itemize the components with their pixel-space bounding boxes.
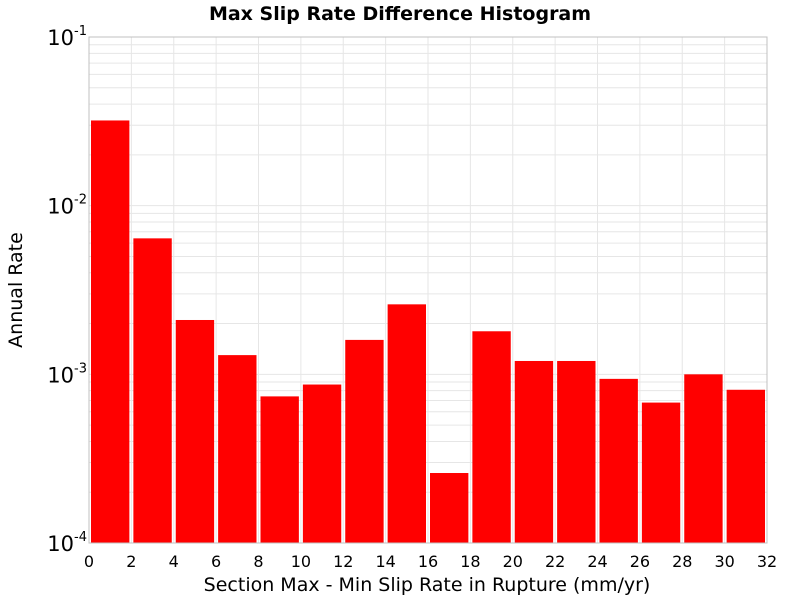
plot-area-frame [88, 36, 768, 544]
y-tick-base: 10 [47, 26, 74, 50]
y-axis-label: Annual Rate [5, 232, 27, 348]
x-tick-label: 24 [587, 552, 607, 571]
x-axis-label: Section Max - Min Slip Rate in Rupture (… [204, 574, 651, 596]
y-tick-base: 10 [47, 363, 74, 387]
histogram-bar-12 [599, 378, 638, 543]
x-tick-label: 28 [672, 552, 692, 571]
x-tick-label: 8 [253, 552, 263, 571]
histogram-bar-5 [302, 384, 342, 543]
y-axis-ticks: 10-110-210-310-4 [47, 24, 87, 556]
y-tick-base: 10 [47, 195, 74, 219]
x-tick-label: 32 [757, 552, 777, 571]
histogram-bar-7 [387, 304, 426, 543]
histogram-bar-6 [345, 339, 384, 543]
x-tick-label: 20 [503, 552, 523, 571]
x-tick-label: 4 [169, 552, 179, 571]
x-tick-label: 0 [84, 552, 94, 571]
histogram-bar-10 [514, 360, 554, 543]
x-tick-label: 12 [333, 552, 353, 571]
y-tick-exponent: -1 [74, 24, 87, 39]
x-tick-label: 18 [460, 552, 480, 571]
chart-title: Max Slip Rate Difference Histogram [209, 3, 591, 25]
y-tick-label: 10 -3 [47, 361, 87, 387]
y-tick-label: 10 -2 [47, 193, 87, 219]
histogram-bar-4 [260, 396, 299, 543]
x-tick-label: 14 [375, 552, 395, 571]
y-tick-label: 10 -4 [47, 530, 87, 556]
bars [91, 120, 765, 543]
x-tick-label: 22 [545, 552, 565, 571]
x-tick-label: 6 [211, 552, 221, 571]
histogram-bar-3 [218, 355, 257, 543]
x-tick-label: 16 [418, 552, 438, 571]
histogram-bar-14 [684, 374, 723, 543]
histogram-bar-1 [133, 238, 172, 543]
histogram-bar-9 [472, 331, 511, 543]
x-tick-label: 10 [291, 552, 311, 571]
y-tick-label: 10 -1 [47, 24, 87, 50]
x-tick-label: 2 [126, 552, 136, 571]
histogram-bar-2 [175, 319, 215, 543]
histogram-bar-13 [641, 402, 681, 543]
y-tick-exponent: -3 [74, 361, 87, 376]
y-tick-exponent: -2 [74, 193, 87, 208]
histogram-bar-8 [430, 473, 469, 543]
y-tick-exponent: -4 [74, 530, 87, 545]
x-tick-label: 26 [630, 552, 650, 571]
histogram-bar-11 [557, 360, 596, 543]
x-tick-label: 30 [714, 552, 734, 571]
histogram-bar-0 [91, 120, 130, 543]
x-axis-ticks: 0 2 4 6 8 10 12 14 16 18 20 22 24 26 28 30 32 [84, 552, 777, 571]
y-tick-base: 10 [47, 532, 74, 556]
histogram-bar-15 [726, 389, 765, 543]
